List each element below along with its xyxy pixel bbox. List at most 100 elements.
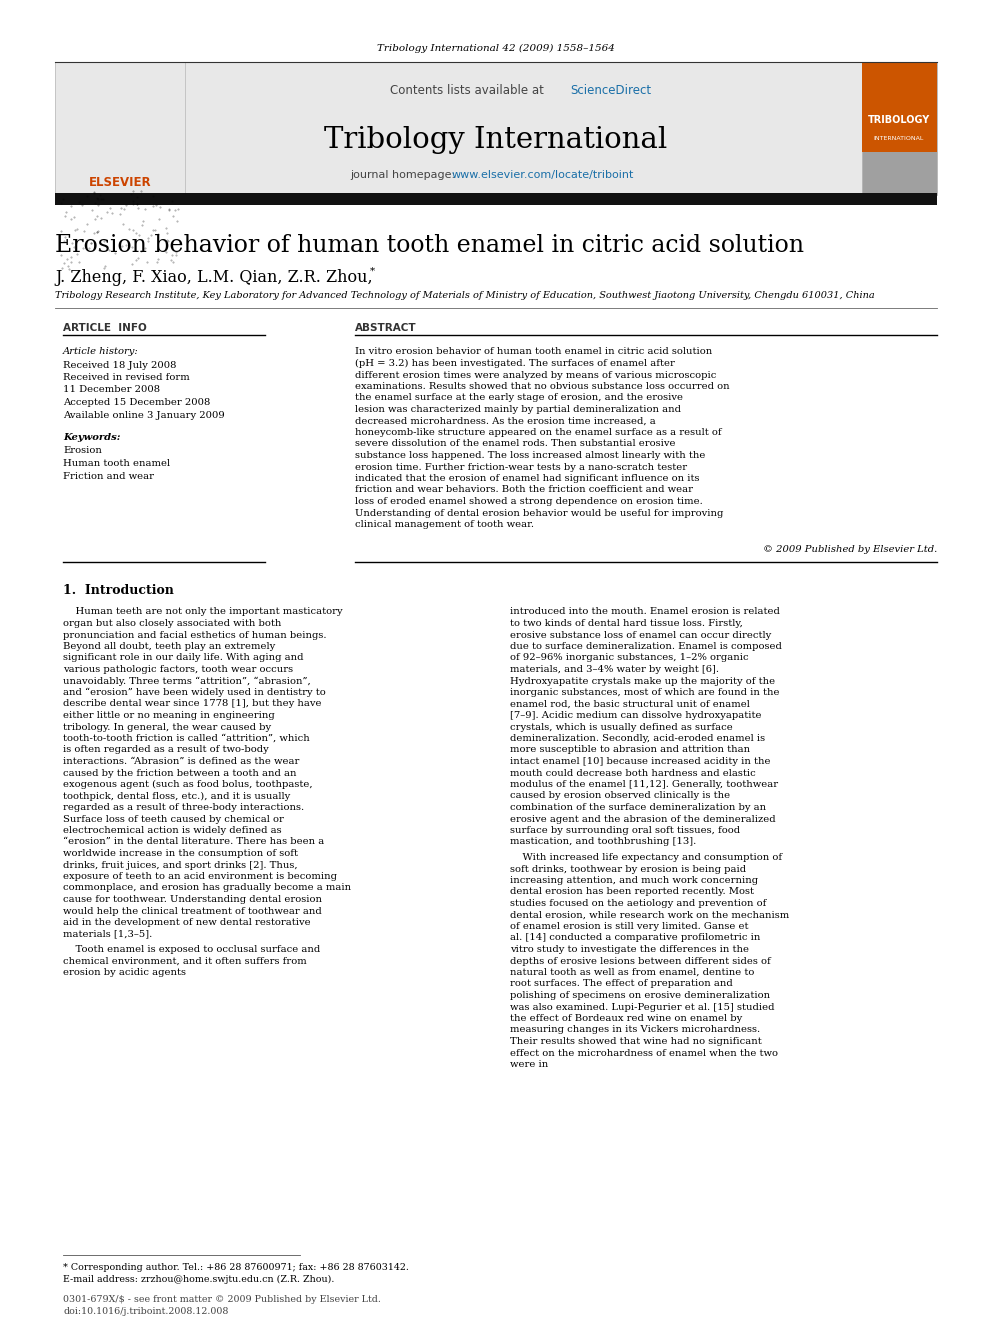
Text: different erosion times were analyzed by means of various microscopic: different erosion times were analyzed by… [355, 370, 716, 380]
Text: either little or no meaning in engineering: either little or no meaning in engineeri… [63, 710, 275, 720]
Text: Hydroxyapatite crystals make up the majority of the: Hydroxyapatite crystals make up the majo… [510, 676, 775, 685]
Text: regarded as a result of three-body interactions.: regarded as a result of three-body inter… [63, 803, 305, 812]
Text: Tribology Research Institute, Key Laboratory for Advanced Technology of Material: Tribology Research Institute, Key Labora… [55, 291, 875, 300]
Text: studies focused on the aetiology and prevention of: studies focused on the aetiology and pre… [510, 900, 767, 908]
Text: caused by the friction between a tooth and an: caused by the friction between a tooth a… [63, 769, 297, 778]
Text: worldwide increase in the consumption of soft: worldwide increase in the consumption of… [63, 849, 298, 859]
Text: chemical environment, and it often suffers from: chemical environment, and it often suffe… [63, 957, 307, 966]
Text: unavoidably. Three terms “attrition”, “abrasion”,: unavoidably. Three terms “attrition”, “a… [63, 676, 310, 685]
Text: exogenous agent (such as food bolus, toothpaste,: exogenous agent (such as food bolus, too… [63, 781, 312, 789]
Text: Keywords:: Keywords: [63, 433, 120, 442]
Text: drinks, fruit juices, and sport drinks [2]. Thus,: drinks, fruit juices, and sport drinks [… [63, 860, 298, 869]
Text: * Corresponding author. Tel.: +86 28 87600971; fax: +86 28 87603142.: * Corresponding author. Tel.: +86 28 876… [63, 1262, 409, 1271]
Text: and “erosion” have been widely used in dentistry to: and “erosion” have been widely used in d… [63, 688, 325, 697]
Text: demineralization. Secondly, acid-eroded enamel is: demineralization. Secondly, acid-eroded … [510, 734, 765, 744]
Text: Tribology International: Tribology International [324, 126, 668, 153]
Text: measuring changes in its Vickers microhardness.: measuring changes in its Vickers microha… [510, 1025, 760, 1035]
Text: erosion time. Further friction-wear tests by a nano-scratch tester: erosion time. Further friction-wear test… [355, 463, 687, 471]
Text: “erosion” in the dental literature. There has been a: “erosion” in the dental literature. Ther… [63, 837, 324, 847]
Text: al. [14] conducted a comparative profilometric in: al. [14] conducted a comparative profilo… [510, 934, 761, 942]
Text: decreased microhardness. As the erosion time increased, a: decreased microhardness. As the erosion … [355, 417, 656, 426]
Text: caused by erosion observed clinically is the: caused by erosion observed clinically is… [510, 791, 730, 800]
Text: lesion was characterized mainly by partial demineralization and: lesion was characterized mainly by parti… [355, 405, 681, 414]
Text: describe dental wear since 1778 [1], but they have: describe dental wear since 1778 [1], but… [63, 700, 321, 709]
Text: natural tooth as well as from enamel, dentine to: natural tooth as well as from enamel, de… [510, 968, 754, 976]
Bar [55, 62, 185, 194]
Text: Erosion: Erosion [63, 446, 102, 455]
Text: www.elsevier.com/locate/triboint: www.elsevier.com/locate/triboint [452, 169, 634, 180]
Text: (pH = 3.2) has been investigated. The surfaces of enamel after: (pH = 3.2) has been investigated. The su… [355, 359, 675, 368]
Text: Received in revised form: Received in revised form [63, 373, 189, 382]
Text: Accepted 15 December 2008: Accepted 15 December 2008 [63, 398, 210, 407]
Text: indicated that the erosion of enamel had significant influence on its: indicated that the erosion of enamel had… [355, 474, 699, 483]
Text: Available online 3 January 2009: Available online 3 January 2009 [63, 410, 225, 419]
Text: ELSEVIER: ELSEVIER [88, 176, 152, 189]
Text: commonplace, and erosion has gradually become a main: commonplace, and erosion has gradually b… [63, 884, 351, 893]
Text: more susceptible to abrasion and attrition than: more susceptible to abrasion and attriti… [510, 745, 750, 754]
Text: TRIBOLOGY: TRIBOLOGY [868, 115, 930, 124]
Text: materials, and 3–4% water by weight [6].: materials, and 3–4% water by weight [6]. [510, 665, 719, 673]
Text: crystals, which is usually defined as surface: crystals, which is usually defined as su… [510, 722, 733, 732]
Text: tooth-to-tooth friction is called “attrition”, which: tooth-to-tooth friction is called “attri… [63, 734, 310, 744]
Text: erosive substance loss of enamel can occur directly: erosive substance loss of enamel can occ… [510, 631, 771, 639]
Text: of enamel erosion is still very limited. Ganse et: of enamel erosion is still very limited.… [510, 922, 749, 931]
Text: 11 December 2008: 11 December 2008 [63, 385, 160, 394]
Text: Human tooth enamel: Human tooth enamel [63, 459, 170, 468]
Text: Received 18 July 2008: Received 18 July 2008 [63, 360, 177, 369]
Text: Erosion behavior of human tooth enamel in citric acid solution: Erosion behavior of human tooth enamel i… [55, 233, 804, 257]
Text: examinations. Results showed that no obvious substance loss occurred on: examinations. Results showed that no obv… [355, 382, 730, 392]
Text: intact enamel [10] because increased acidity in the: intact enamel [10] because increased aci… [510, 757, 771, 766]
Text: dental erosion, while research work on the mechanism: dental erosion, while research work on t… [510, 910, 790, 919]
Text: is often regarded as a result of two-body: is often regarded as a result of two-bod… [63, 745, 269, 754]
Text: With increased life expectancy and consumption of: With increased life expectancy and consu… [510, 853, 782, 863]
Text: enamel rod, the basic structural unit of enamel: enamel rod, the basic structural unit of… [510, 700, 750, 709]
Text: the effect of Bordeaux red wine on enamel by: the effect of Bordeaux red wine on ename… [510, 1013, 742, 1023]
Bar [55, 193, 937, 205]
Text: ScienceDirect: ScienceDirect [570, 83, 651, 97]
Text: Article history:: Article history: [63, 348, 139, 356]
Text: combination of the surface demineralization by an: combination of the surface demineralizat… [510, 803, 766, 812]
Text: Their results showed that wine had no significant: Their results showed that wine had no si… [510, 1037, 762, 1046]
Text: honeycomb-like structure appeared on the enamel surface as a result of: honeycomb-like structure appeared on the… [355, 429, 721, 437]
Text: pronunciation and facial esthetics of human beings.: pronunciation and facial esthetics of hu… [63, 631, 326, 639]
Text: the enamel surface at the early stage of erosion, and the erosive: the enamel surface at the early stage of… [355, 393, 683, 402]
Text: Surface loss of teeth caused by chemical or: Surface loss of teeth caused by chemical… [63, 815, 284, 823]
Text: modulus of the enamel [11,12]. Generally, toothwear: modulus of the enamel [11,12]. Generally… [510, 781, 778, 789]
Text: friction and wear behaviors. Both the friction coefficient and wear: friction and wear behaviors. Both the fr… [355, 486, 693, 495]
Text: introduced into the mouth. Enamel erosion is related: introduced into the mouth. Enamel erosio… [510, 607, 780, 617]
Text: 0301-679X/$ - see front matter © 2009 Published by Elsevier Ltd.: 0301-679X/$ - see front matter © 2009 Pu… [63, 1295, 381, 1304]
Text: ABSTRACT: ABSTRACT [355, 323, 417, 333]
Text: mouth could decrease both hardness and elastic: mouth could decrease both hardness and e… [510, 769, 756, 778]
Text: E-mail address: zrzhou@home.swjtu.edu.cn (Z.R. Zhou).: E-mail address: zrzhou@home.swjtu.edu.cn… [63, 1274, 334, 1283]
Text: Tribology International 42 (2009) 1558–1564: Tribology International 42 (2009) 1558–1… [377, 44, 615, 53]
Bar [55, 62, 937, 194]
Text: J. Zheng, F. Xiao, L.M. Qian, Z.R. Zhou,: J. Zheng, F. Xiao, L.M. Qian, Z.R. Zhou, [55, 270, 378, 287]
Text: was also examined. Lupi-Pegurier et al. [15] studied: was also examined. Lupi-Pegurier et al. … [510, 1003, 775, 1012]
Text: various pathologic factors, tooth wear occurs: various pathologic factors, tooth wear o… [63, 665, 293, 673]
Text: erosive agent and the abrasion of the demineralized: erosive agent and the abrasion of the de… [510, 815, 776, 823]
Text: clinical management of tooth wear.: clinical management of tooth wear. [355, 520, 534, 529]
Text: [7–9]. Acidic medium can dissolve hydroxyapatite: [7–9]. Acidic medium can dissolve hydrox… [510, 710, 762, 720]
Bar [862, 62, 937, 152]
Text: cause for toothwear. Understanding dental erosion: cause for toothwear. Understanding denta… [63, 894, 322, 904]
Text: 1.  Introduction: 1. Introduction [63, 583, 174, 597]
Text: effect on the microhardness of enamel when the two: effect on the microhardness of enamel wh… [510, 1049, 778, 1057]
Text: surface by surrounding oral soft tissues, food: surface by surrounding oral soft tissues… [510, 826, 740, 835]
Text: electrochemical action is widely defined as: electrochemical action is widely defined… [63, 826, 282, 835]
Text: organ but also closely associated with both: organ but also closely associated with b… [63, 619, 282, 628]
Text: root surfaces. The effect of preparation and: root surfaces. The effect of preparation… [510, 979, 733, 988]
Text: significant role in our daily life. With aging and: significant role in our daily life. With… [63, 654, 304, 663]
Text: *: * [370, 266, 375, 275]
Text: of 92–96% inorganic substances, 1–2% organic: of 92–96% inorganic substances, 1–2% org… [510, 654, 749, 663]
Text: Understanding of dental erosion behavior would be useful for improving: Understanding of dental erosion behavior… [355, 508, 723, 517]
Text: Contents lists available at: Contents lists available at [390, 83, 548, 97]
Text: materials [1,3–5].: materials [1,3–5]. [63, 930, 152, 938]
Text: to two kinds of dental hard tissue loss. Firstly,: to two kinds of dental hard tissue loss.… [510, 619, 743, 628]
Text: Human teeth are not only the important masticatory: Human teeth are not only the important m… [63, 607, 342, 617]
Text: severe dissolution of the enamel rods. Then substantial erosive: severe dissolution of the enamel rods. T… [355, 439, 676, 448]
Text: journal homepage:: journal homepage: [350, 169, 458, 180]
Text: mastication, and toothbrushing [13].: mastication, and toothbrushing [13]. [510, 837, 696, 847]
Text: Friction and wear: Friction and wear [63, 472, 154, 482]
Text: were in: were in [510, 1060, 549, 1069]
Text: inorganic substances, most of which are found in the: inorganic substances, most of which are … [510, 688, 780, 697]
